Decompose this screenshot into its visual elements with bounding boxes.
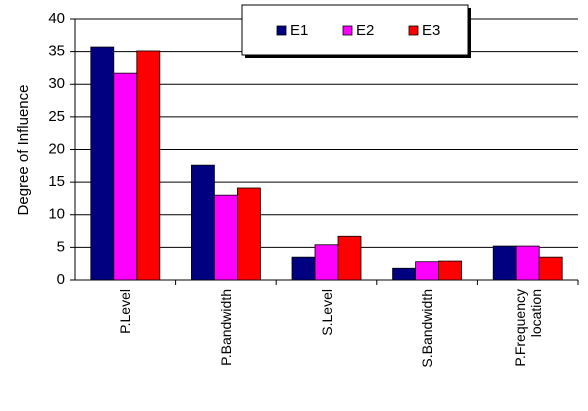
x-tick-label: P.Bandwidth bbox=[217, 289, 234, 366]
bar bbox=[492, 245, 517, 281]
legend-label: E3 bbox=[422, 22, 440, 39]
bar bbox=[415, 261, 440, 281]
legend-swatch bbox=[342, 25, 353, 36]
y-tick-label: 40 bbox=[48, 10, 65, 27]
bar bbox=[136, 50, 161, 281]
x-tick-label: S.Bandwidth bbox=[419, 289, 436, 368]
y-tick-label: 10 bbox=[48, 206, 65, 223]
y-tick-label: 35 bbox=[48, 43, 65, 60]
bar bbox=[113, 72, 138, 281]
y-tick-label: 30 bbox=[48, 75, 65, 92]
bar bbox=[515, 245, 540, 281]
y-tick-label: 20 bbox=[48, 140, 65, 157]
bar bbox=[438, 260, 463, 281]
legend-swatch bbox=[408, 25, 419, 36]
legend-label: E2 bbox=[356, 22, 374, 39]
bar bbox=[392, 267, 417, 281]
y-tick-label: 15 bbox=[48, 173, 65, 190]
bar bbox=[291, 256, 316, 281]
bar bbox=[538, 256, 563, 281]
legend-label: E1 bbox=[290, 22, 308, 39]
x-tick-label: P.Level bbox=[117, 289, 134, 334]
y-tick-label: 25 bbox=[48, 108, 65, 125]
y-tick-label: 0 bbox=[57, 271, 65, 288]
bar bbox=[236, 187, 261, 281]
y-tick-label: 5 bbox=[57, 238, 65, 255]
bar bbox=[90, 46, 115, 281]
bar bbox=[213, 194, 238, 281]
bar bbox=[337, 235, 362, 281]
bar bbox=[190, 164, 215, 281]
bar bbox=[314, 244, 339, 281]
legend-swatch bbox=[276, 25, 287, 36]
y-axis-title: Degree of Influence bbox=[15, 85, 32, 216]
x-tick-label: P.Frequency location bbox=[511, 289, 544, 367]
x-tick-label: S.Level bbox=[318, 289, 335, 336]
